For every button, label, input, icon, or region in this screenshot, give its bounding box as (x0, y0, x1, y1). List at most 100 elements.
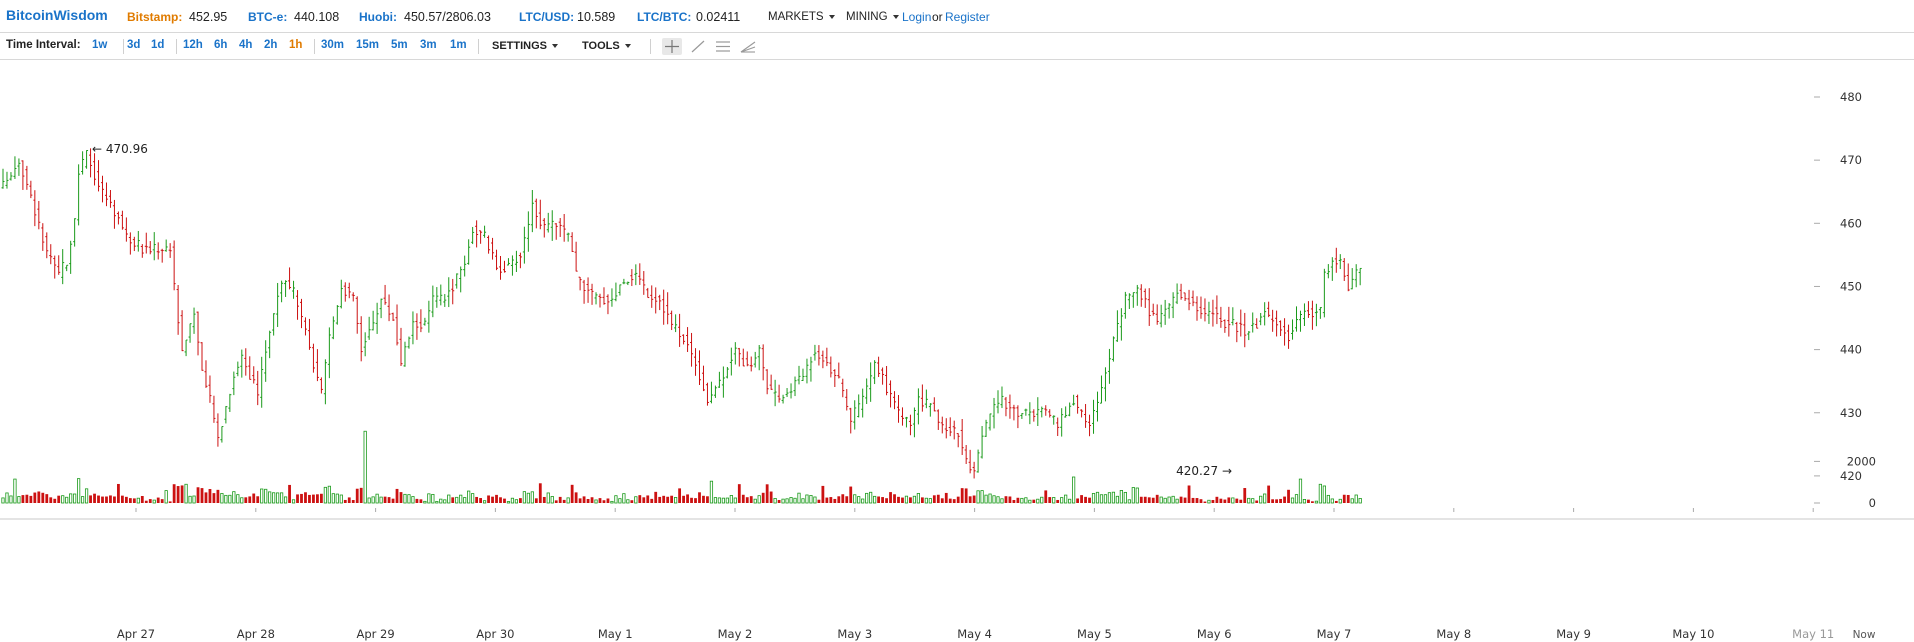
interval-4h[interactable]: 4h (239, 39, 253, 51)
register-link[interactable]: Register (945, 10, 990, 24)
ohlc-bar (1231, 307, 1235, 326)
volume-bar (224, 494, 228, 504)
ohlc-bar (228, 393, 232, 412)
ohlc-bar (821, 350, 825, 369)
ohlc-bar (809, 356, 813, 382)
volume-bar (996, 496, 1000, 504)
interval-2h[interactable]: 2h (264, 39, 278, 51)
mining-menu[interactable]: MINING (846, 11, 899, 23)
ohlc-bar (208, 375, 212, 403)
ohlc-bar (745, 351, 749, 367)
interval-1d[interactable]: 1d (151, 39, 165, 51)
line-tool-icon[interactable] (688, 38, 708, 55)
ohlc-bar (853, 400, 857, 430)
ohlc-bar (952, 420, 956, 440)
volume-bar (1115, 495, 1119, 504)
interval-1m[interactable]: 1m (450, 39, 467, 51)
volume-bar (1080, 495, 1083, 503)
ohlc-bar (140, 244, 144, 258)
interval-3m[interactable]: 3m (420, 39, 437, 51)
ohlc-bar (288, 267, 292, 290)
volume-bar (105, 496, 108, 503)
ohlc-bar (729, 347, 733, 376)
ohlc-bar (168, 243, 172, 258)
horizontal-lines-icon[interactable] (713, 38, 733, 55)
volume-bar (463, 497, 467, 504)
volume-bar (789, 497, 793, 504)
ohlc-bar (93, 153, 97, 186)
price-chart[interactable]: 420 430 440 450 460 470 480 0 2000 Apr 27 Apr 28… (0, 60, 1914, 642)
ohlc-bar (506, 258, 510, 266)
volume-bar (1342, 494, 1346, 503)
ohlc-bar (518, 252, 522, 269)
volume-bar (1068, 498, 1072, 504)
markets-menu[interactable]: MARKETS (768, 11, 835, 23)
volume-bar (1028, 499, 1032, 504)
crosshair-icon[interactable] (662, 38, 682, 55)
volume-bar (598, 498, 602, 503)
volume-bar (37, 491, 41, 503)
interval-1h[interactable]: 1h (289, 39, 303, 51)
volume-bar (988, 493, 992, 504)
ohlc-bar (805, 358, 809, 384)
ohlc-bar (1143, 288, 1147, 308)
volume-bar (1231, 497, 1235, 504)
date-label: Apr 28 (237, 627, 275, 641)
interval-12h[interactable]: 12h (183, 39, 203, 51)
ohlc-bar (1207, 301, 1211, 324)
volume-bar (825, 497, 829, 503)
interval-15m[interactable]: 15m (356, 39, 380, 51)
fibonacci-tool-icon[interactable] (738, 38, 758, 55)
ohlc-bar (483, 225, 487, 238)
volume-bar (335, 493, 339, 504)
volume-bar (467, 490, 471, 504)
ohlc-bar (1183, 292, 1187, 302)
ohlc-bar (45, 232, 49, 259)
volume-bar (1211, 500, 1215, 503)
ohlc-bar (825, 347, 829, 367)
login-link[interactable]: Login (902, 10, 932, 24)
volume-bar (1243, 488, 1247, 503)
volume-bar (514, 499, 519, 504)
volume-bar (475, 496, 479, 503)
volume-bar (13, 478, 17, 504)
volume-bar (936, 494, 940, 503)
volume-bar (1326, 494, 1330, 504)
volume-bar (1056, 499, 1060, 503)
volume-bar (1283, 496, 1286, 503)
date-label: May 2 (718, 627, 753, 641)
ohlc-bar (1127, 293, 1131, 309)
interval-1w[interactable]: 1w (92, 39, 108, 51)
volume-bar (912, 495, 917, 504)
volume-bar (327, 485, 331, 504)
ohlc-bar (1326, 264, 1330, 279)
volume-bar (562, 499, 566, 503)
volume-bar (180, 485, 184, 503)
ohlc-bar (1338, 254, 1342, 270)
brand-logo[interactable]: BitcoinWisdom (6, 7, 108, 23)
ohlc-bar (606, 294, 610, 315)
volume-bar (897, 496, 900, 503)
ohlc-bar (1131, 292, 1135, 308)
ohlc-bar (558, 218, 562, 237)
interval-3d[interactable]: 3d (127, 39, 141, 51)
volume-bar (725, 497, 729, 504)
ohlc-bar (1060, 408, 1064, 437)
interval-30m[interactable]: 30m (321, 39, 345, 51)
interval-5m[interactable]: 5m (391, 39, 408, 51)
volume-bar (1287, 489, 1290, 503)
volume-bar (773, 497, 777, 504)
ohlc-bar (670, 310, 674, 331)
ohlc-bar (116, 211, 120, 225)
settings-menu[interactable]: SETTINGS (492, 40, 559, 52)
volume-bar (980, 490, 984, 504)
date-label: May 11 (1792, 627, 1834, 641)
tools-menu[interactable]: TOOLS (582, 40, 631, 52)
ohlc-bar (610, 288, 614, 307)
interval-6h[interactable]: 6h (214, 39, 228, 51)
volume-bar (101, 496, 104, 503)
ohlc-bar (1187, 289, 1191, 311)
ohlc-bar (992, 397, 996, 429)
ohlc-bar (37, 200, 41, 230)
volume-bar (650, 498, 654, 503)
